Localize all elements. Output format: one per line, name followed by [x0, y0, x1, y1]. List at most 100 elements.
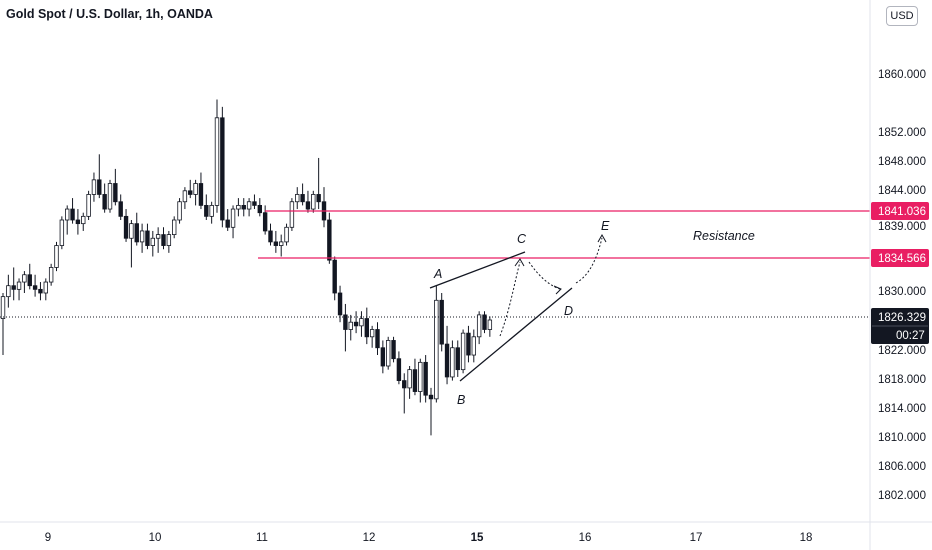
candle-body[interactable] [214, 117, 220, 206]
candle-body[interactable] [86, 194, 91, 217]
candle-body[interactable] [32, 285, 38, 290]
candle-body[interactable] [380, 347, 386, 367]
candle-body[interactable] [300, 194, 305, 203]
candle-body[interactable] [38, 288, 43, 294]
candle-body[interactable] [113, 183, 118, 203]
candle-body[interactable] [455, 347, 460, 371]
candle-body[interactable] [81, 215, 86, 225]
candle-body[interactable] [11, 285, 16, 290]
candle-body[interactable] [257, 204, 262, 214]
candle-body[interactable] [364, 318, 369, 338]
candle-body[interactable] [204, 204, 209, 217]
candle-body[interactable] [145, 230, 150, 246]
candle-body[interactable] [391, 340, 396, 360]
candle-body[interactable] [188, 190, 193, 195]
candle-body[interactable] [182, 190, 188, 203]
candle-body[interactable] [209, 204, 214, 217]
candle-body[interactable] [236, 204, 241, 210]
candle-body[interactable] [225, 219, 230, 228]
candle-body[interactable] [118, 201, 123, 217]
candle-body[interactable] [16, 281, 22, 290]
candle-body[interactable] [91, 179, 97, 195]
candle-body[interactable] [6, 285, 11, 298]
x-tick-10: 10 [149, 532, 162, 544]
candle-body[interactable] [348, 321, 353, 330]
candle-body[interactable] [134, 223, 139, 243]
candle-body[interactable] [439, 299, 444, 345]
candle-body[interactable] [43, 281, 48, 294]
projection-arrow-1 [499, 261, 521, 337]
candle-body[interactable] [450, 347, 455, 378]
candle-body[interactable] [252, 201, 257, 206]
candle-body[interactable] [385, 340, 391, 367]
candle-body[interactable] [102, 194, 107, 210]
candle-body[interactable] [337, 292, 343, 316]
y-tick-1802: 1802.000 [878, 490, 926, 502]
candle-body[interactable] [0, 296, 6, 319]
candle-body[interactable] [220, 117, 225, 221]
candle-body[interactable] [487, 319, 493, 330]
candle-body[interactable] [171, 219, 177, 235]
candle-body[interactable] [59, 219, 65, 246]
candle-body[interactable] [75, 219, 81, 225]
candle-body[interactable] [161, 234, 166, 246]
candle-body[interactable] [412, 369, 418, 392]
trendline-lower[interactable] [459, 287, 573, 382]
candle-body[interactable] [407, 369, 412, 389]
candle-body[interactable] [343, 314, 348, 330]
candle-body[interactable] [353, 321, 359, 327]
candle-body[interactable] [97, 179, 102, 195]
x-axis[interactable]: 9 10 11 12 15 16 17 18 [45, 532, 813, 544]
candle-body[interactable] [428, 394, 434, 400]
candle-body[interactable] [193, 183, 198, 195]
candle-body[interactable] [273, 241, 279, 246]
candle-body[interactable] [284, 226, 289, 243]
y-axis[interactable]: 1802.000 1806.000 1810.000 1814.000 1818… [878, 69, 926, 502]
candle-body[interactable] [434, 299, 439, 400]
candle-body[interactable] [150, 237, 155, 246]
candle-body[interactable] [139, 230, 145, 243]
candle-body[interactable] [198, 183, 204, 206]
candle-body[interactable] [332, 259, 337, 294]
candle-body[interactable] [241, 204, 246, 210]
candle-body[interactable] [27, 274, 32, 287]
candle-body[interactable] [70, 208, 75, 221]
candle-body[interactable] [375, 329, 380, 349]
trendline-upper[interactable] [429, 251, 526, 289]
candle-body[interactable] [316, 194, 321, 203]
candle-body[interactable] [278, 241, 284, 246]
candle-body[interactable] [166, 234, 172, 246]
candle-body[interactable] [123, 215, 129, 239]
candle-body[interactable] [476, 314, 482, 338]
candle-body[interactable] [369, 329, 375, 338]
candle-body[interactable] [359, 318, 364, 327]
candle-body[interactable] [268, 230, 273, 243]
candle-body[interactable] [246, 201, 252, 210]
candle-body[interactable] [466, 332, 471, 356]
candle-body[interactable] [65, 208, 70, 221]
candle-body[interactable] [129, 223, 134, 239]
candle-body[interactable] [327, 219, 332, 261]
candle-body[interactable] [311, 194, 316, 210]
candle-body[interactable] [295, 194, 300, 203]
candle-body[interactable] [230, 208, 236, 228]
candle-body[interactable] [54, 245, 59, 268]
candle-body[interactable] [177, 201, 182, 221]
candle-body[interactable] [444, 343, 450, 378]
candle-body[interactable] [396, 358, 402, 382]
candle-body[interactable] [402, 380, 407, 389]
currency-button[interactable]: USD [886, 6, 918, 26]
candle-body[interactable] [107, 183, 113, 210]
candle-body[interactable] [289, 201, 295, 228]
candle-body[interactable] [262, 212, 268, 232]
candle-body[interactable] [482, 314, 487, 330]
candle-body[interactable] [423, 361, 428, 396]
candle-body[interactable] [460, 332, 466, 371]
candle-body[interactable] [418, 361, 423, 392]
candle-body[interactable] [48, 267, 54, 283]
candle-body[interactable] [155, 234, 161, 239]
candle-body[interactable] [471, 336, 476, 356]
candle-body[interactable] [305, 201, 311, 210]
candle-body[interactable] [22, 274, 27, 283]
